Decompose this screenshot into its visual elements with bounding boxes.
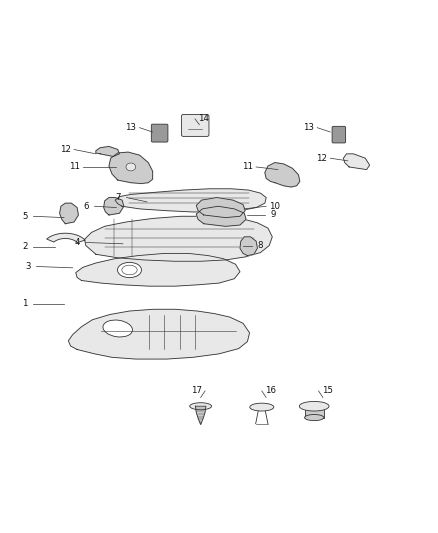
Text: 15: 15 — [322, 386, 333, 395]
Polygon shape — [343, 154, 370, 169]
Ellipse shape — [250, 403, 274, 411]
Polygon shape — [240, 237, 258, 256]
Text: 10: 10 — [269, 202, 280, 211]
Text: 17: 17 — [191, 386, 202, 395]
Text: 6: 6 — [83, 202, 88, 211]
Polygon shape — [196, 206, 246, 227]
Polygon shape — [47, 233, 85, 243]
Text: 13: 13 — [303, 123, 314, 132]
Polygon shape — [96, 147, 120, 157]
Ellipse shape — [103, 320, 132, 337]
Polygon shape — [76, 253, 240, 286]
Polygon shape — [60, 203, 78, 224]
Ellipse shape — [299, 401, 329, 411]
Text: 11: 11 — [68, 163, 80, 172]
Text: 14: 14 — [198, 115, 209, 124]
FancyBboxPatch shape — [332, 126, 346, 143]
Polygon shape — [195, 406, 206, 425]
Text: 13: 13 — [125, 123, 136, 132]
Text: 1: 1 — [22, 299, 28, 308]
Text: 2: 2 — [22, 243, 28, 252]
Polygon shape — [265, 163, 300, 187]
Text: 5: 5 — [22, 212, 28, 221]
Text: 12: 12 — [316, 154, 327, 163]
Ellipse shape — [126, 163, 136, 171]
FancyBboxPatch shape — [181, 115, 209, 136]
Polygon shape — [304, 406, 324, 417]
Polygon shape — [115, 189, 266, 212]
Polygon shape — [85, 216, 272, 261]
Ellipse shape — [117, 262, 141, 278]
Text: 3: 3 — [25, 262, 31, 271]
Ellipse shape — [304, 415, 324, 421]
Text: 7: 7 — [115, 193, 120, 202]
FancyBboxPatch shape — [151, 124, 168, 142]
Text: 8: 8 — [258, 241, 263, 250]
Polygon shape — [196, 198, 245, 217]
Polygon shape — [109, 152, 152, 183]
Polygon shape — [104, 198, 124, 215]
Text: 12: 12 — [60, 145, 71, 154]
Text: 9: 9 — [271, 211, 276, 220]
Text: 11: 11 — [242, 163, 253, 172]
Ellipse shape — [190, 403, 212, 410]
Text: 16: 16 — [265, 386, 276, 395]
Polygon shape — [68, 309, 250, 359]
Text: 4: 4 — [74, 238, 80, 247]
